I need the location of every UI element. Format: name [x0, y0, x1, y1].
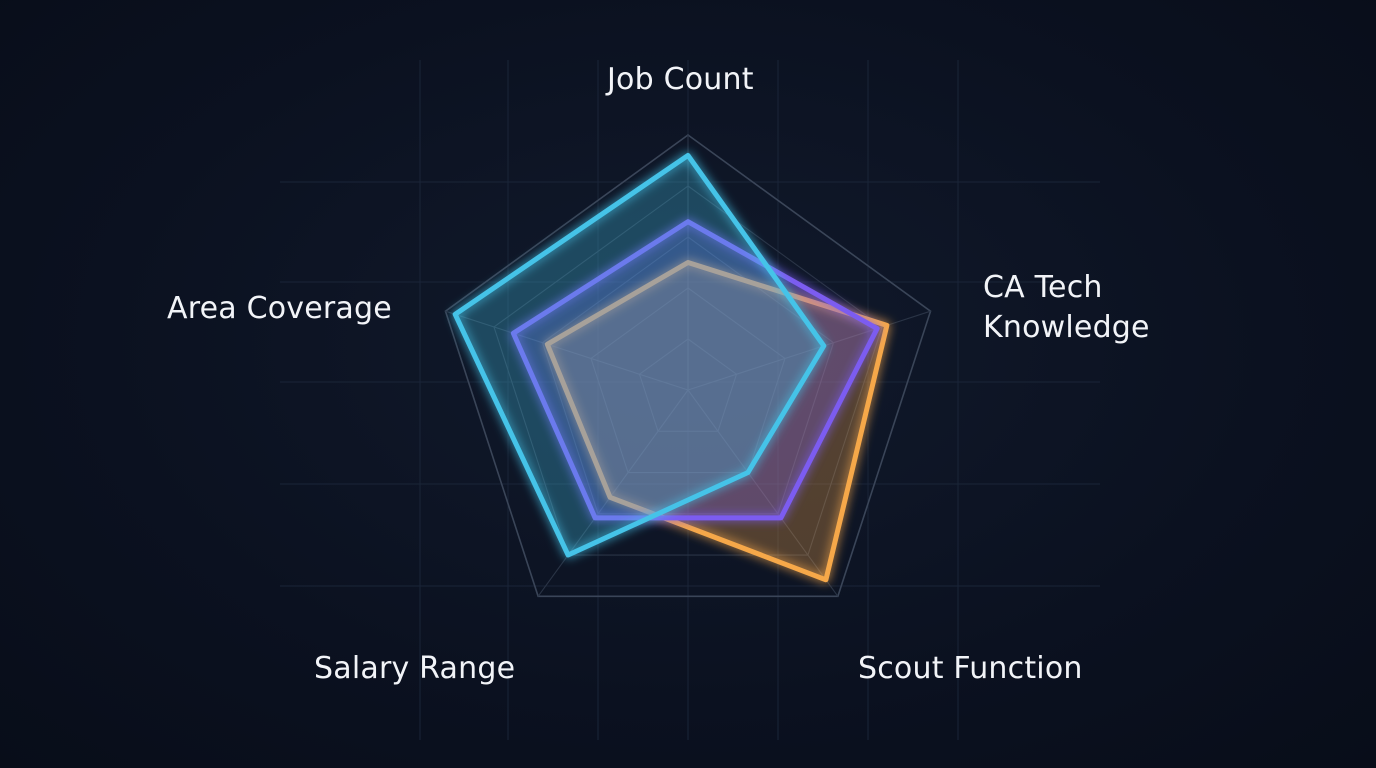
axis-label-scout-function: Scout Function: [858, 651, 1083, 686]
radar-grid-ring: [444, 134, 932, 598]
radar-series-group: [452, 152, 890, 583]
radar-series-polygon-2: [452, 152, 827, 558]
axis-label-salary-range: Salary Range: [314, 651, 516, 686]
axis-label-area-coverage: Area Coverage: [167, 291, 392, 326]
axis-label-ca-tech-knowledge: CA Tech Knowledge: [983, 270, 1150, 345]
axis-label-job-count: Job Count: [607, 62, 754, 97]
